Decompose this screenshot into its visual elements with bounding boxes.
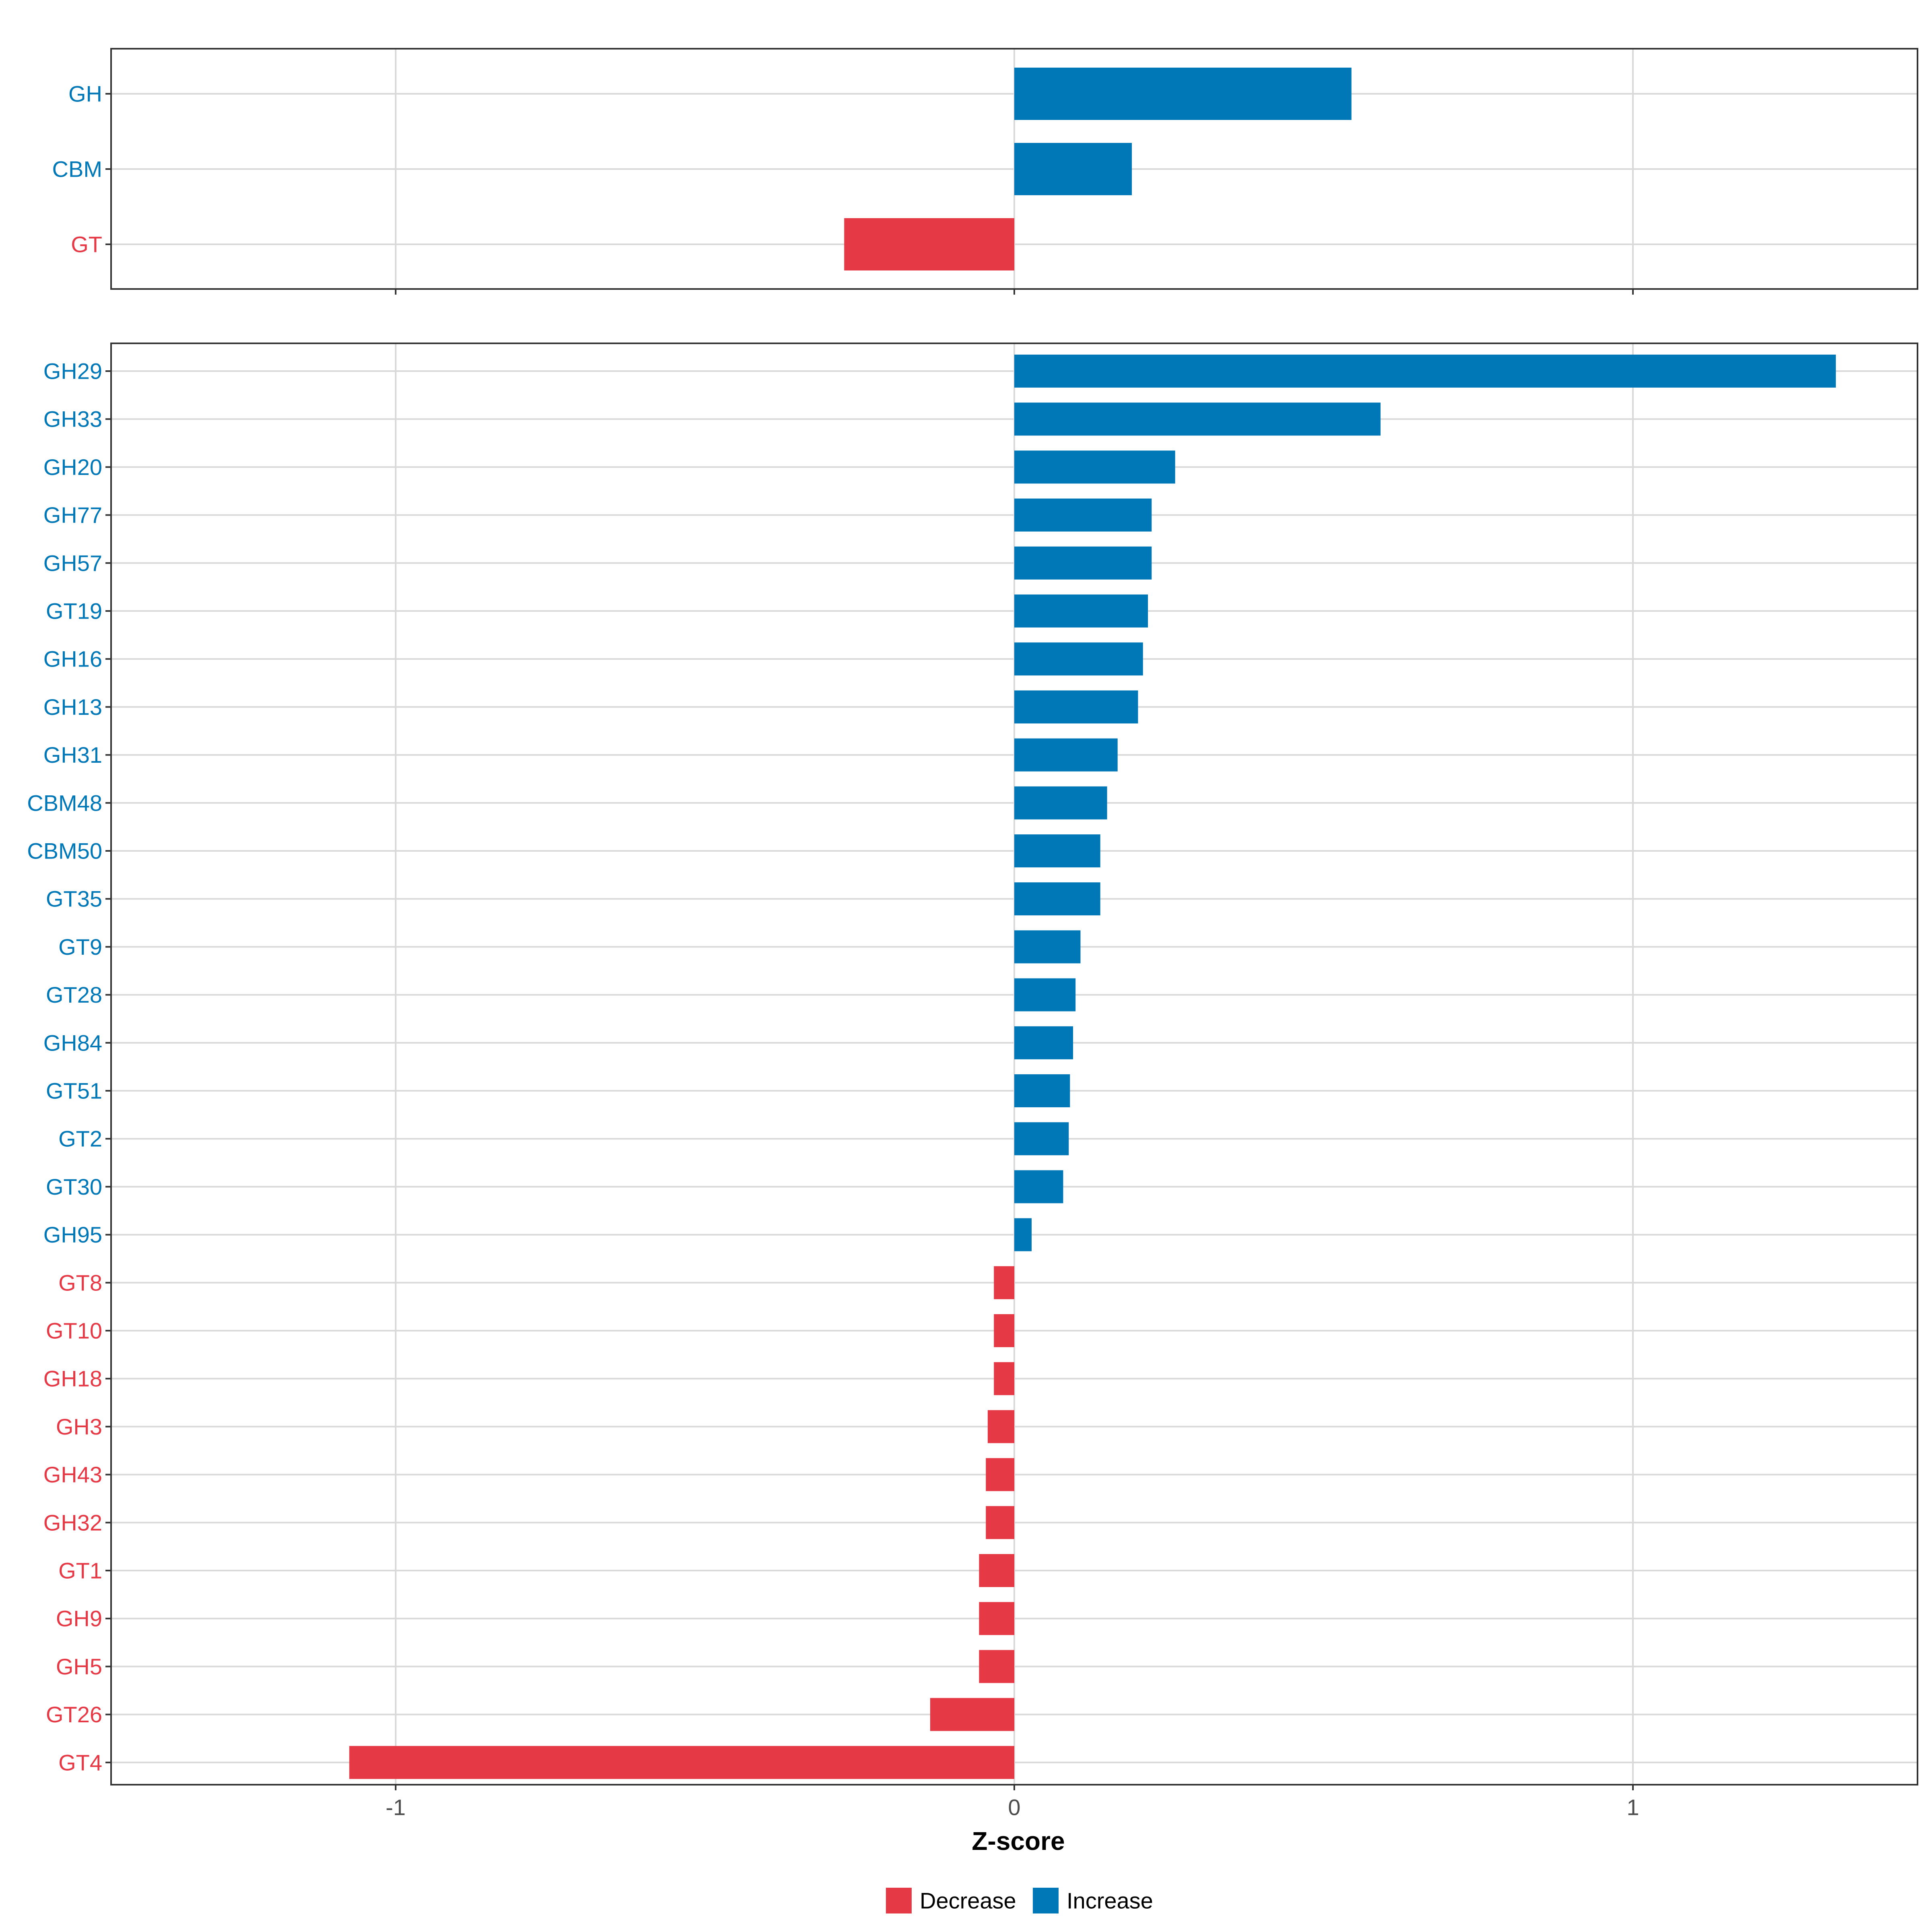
- bottom-bar-gh3: [987, 1410, 1014, 1443]
- top-bar-gh: [1014, 68, 1352, 120]
- bottom-category-label: CBM50: [27, 838, 102, 864]
- top-category-label: GT: [71, 232, 102, 257]
- bottom-bar-gt19: [1014, 594, 1148, 627]
- bottom-category-label: GH9: [56, 1606, 102, 1631]
- bottom-bar-cbm48: [1014, 786, 1107, 819]
- bottom-category-label: GH31: [43, 742, 102, 768]
- legend-label-decrease: Decrease: [920, 1888, 1016, 1913]
- x-tick-label: 0: [1008, 1795, 1020, 1820]
- bottom-bar-gh95: [1014, 1218, 1032, 1251]
- bottom-category-label: GT8: [58, 1270, 102, 1295]
- legend: Decrease Increase: [886, 1888, 1153, 1913]
- bottom-bar-gh13: [1014, 690, 1138, 724]
- bottom-bar-gh16: [1014, 642, 1143, 676]
- bottom-category-label: GH13: [43, 694, 102, 720]
- bottom-bar-gh33: [1014, 402, 1381, 436]
- bottom-category-label: GH3: [56, 1414, 102, 1439]
- bottom-bar-gt30: [1014, 1170, 1063, 1203]
- bottom-category-label: GH18: [43, 1366, 102, 1391]
- bottom-bar-gh84: [1014, 1026, 1073, 1059]
- x-axis-title: Z-score: [972, 1827, 1065, 1856]
- bottom-category-label: GH43: [43, 1462, 102, 1487]
- bottom-bar-gt8: [994, 1266, 1014, 1299]
- bottom-bar-gh32: [986, 1506, 1014, 1539]
- bottom-bar-gh20: [1014, 450, 1175, 484]
- bottom-category-label: GH77: [43, 502, 102, 528]
- bottom-category-label: GT19: [46, 599, 102, 624]
- legend-swatch-increase: [1033, 1888, 1059, 1913]
- bottom-bar-gt28: [1014, 978, 1076, 1011]
- bottom-category-label: GT35: [46, 886, 102, 912]
- bottom-bar-gh77: [1014, 498, 1152, 532]
- bottom-category-label: GH29: [43, 359, 102, 384]
- bottom-bar-gh18: [994, 1362, 1014, 1395]
- x-axis: -1 0 1: [386, 1795, 1639, 1820]
- bottom-category-label: CBM48: [27, 790, 102, 815]
- bottom-category-label: GH57: [43, 550, 102, 576]
- bottom-bar-gt35: [1014, 882, 1100, 916]
- bottom-bar-gt4: [349, 1746, 1014, 1779]
- bottom-bar-gh31: [1014, 738, 1118, 772]
- bottom-category-label: GH32: [43, 1510, 102, 1535]
- bottom-bar-gt26: [930, 1698, 1014, 1731]
- bottom-category-label: GT10: [46, 1318, 102, 1344]
- bottom-panel: GH29 GH33 GH20 GH77 GH57 GT19 GH16 GH13 GH31 CBM4…: [27, 343, 1918, 1790]
- bottom-bar-gh5: [979, 1650, 1014, 1683]
- bottom-category-label: GH33: [43, 407, 102, 432]
- legend-swatch-decrease: [886, 1888, 912, 1913]
- bottom-bar-gt2: [1014, 1122, 1069, 1156]
- bottom-category-label: GH5: [56, 1654, 102, 1679]
- bottom-category-label: GT2: [58, 1126, 102, 1152]
- top-panel: GH CBM GT: [52, 48, 1918, 295]
- legend-label-increase: Increase: [1067, 1888, 1153, 1913]
- top-bar-gt: [844, 218, 1014, 270]
- bottom-bar-gt51: [1014, 1074, 1070, 1107]
- bottom-category-label: GT51: [46, 1078, 102, 1104]
- bottom-category-label: GT26: [46, 1702, 102, 1727]
- bottom-category-label: GH16: [43, 646, 102, 672]
- bottom-category-label: GH20: [43, 454, 102, 480]
- bottom-category-label: GT1: [58, 1558, 102, 1583]
- bottom-category-label: GT4: [58, 1750, 102, 1775]
- bottom-category-label: GH95: [43, 1222, 102, 1247]
- x-tick-label: -1: [386, 1795, 406, 1820]
- bottom-bar-cbm50: [1014, 834, 1100, 867]
- bottom-category-label: GH84: [43, 1030, 102, 1055]
- bottom-bar-gh57: [1014, 546, 1152, 580]
- bottom-bar-gt10: [994, 1314, 1014, 1347]
- bottom-bar-gh43: [986, 1458, 1014, 1491]
- bottom-bar-gt9: [1014, 930, 1081, 964]
- top-category-label: CBM: [52, 157, 102, 182]
- top-bar-cbm: [1014, 143, 1132, 195]
- bottom-bar-gt1: [979, 1554, 1014, 1587]
- x-tick-label: 1: [1627, 1795, 1639, 1820]
- bottom-category-label: GT28: [46, 982, 102, 1007]
- bottom-bar-gh29: [1014, 355, 1836, 388]
- top-category-label: GH: [68, 81, 102, 107]
- bottom-category-label: GT30: [46, 1174, 102, 1199]
- bottom-category-label: GT9: [58, 934, 102, 960]
- bottom-bar-gh9: [979, 1602, 1014, 1635]
